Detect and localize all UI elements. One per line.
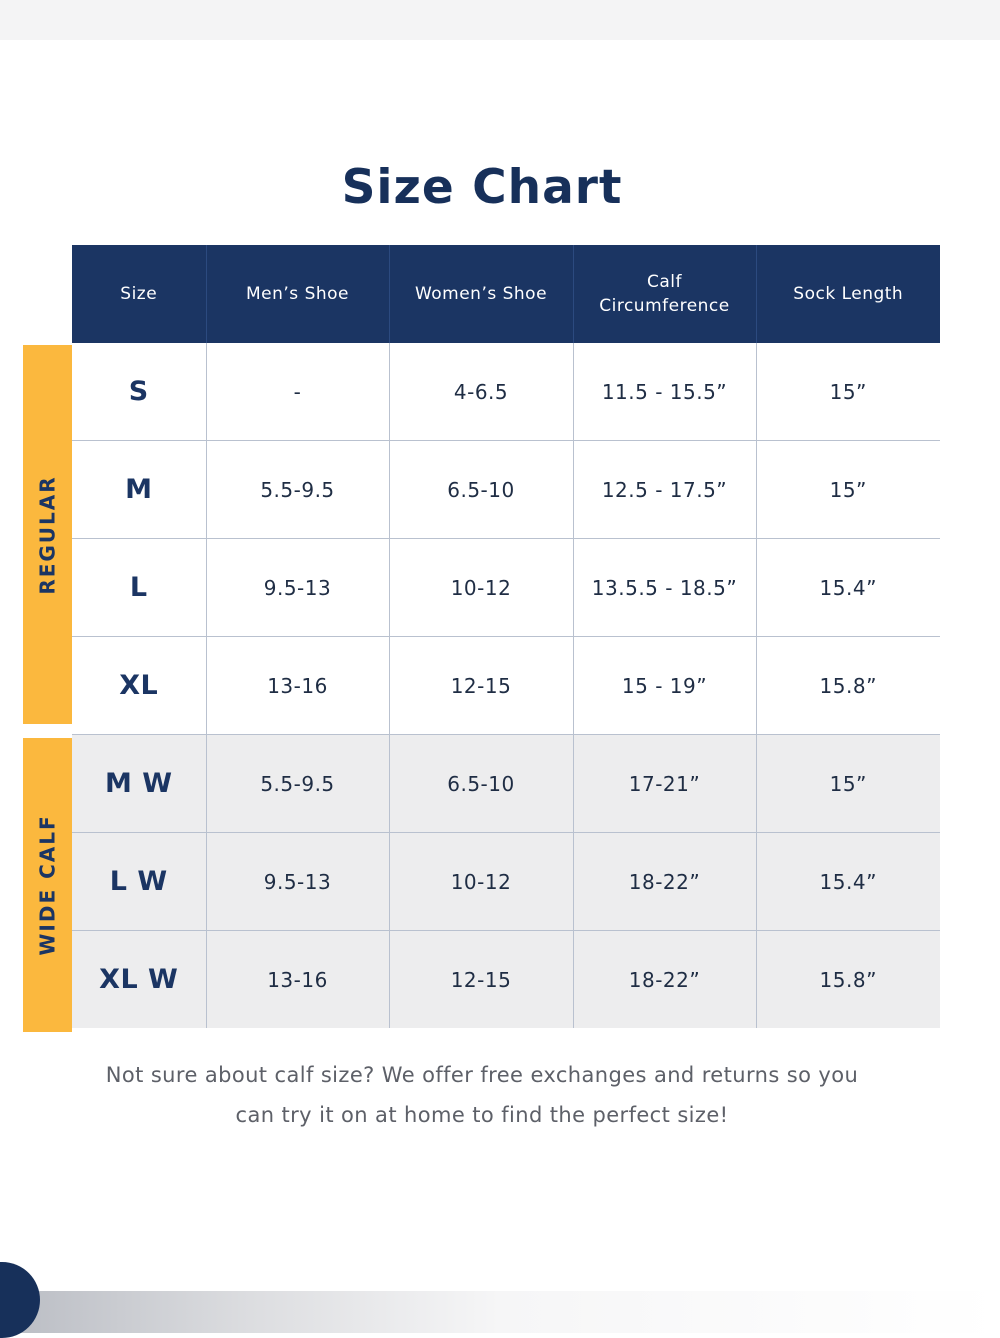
table-row: M W 5.5-9.5 6.5-10 17-21” 15”	[72, 734, 940, 833]
cell-mens-shoe: 5.5-9.5	[205, 734, 389, 833]
exchange-note: Not sure about calf size? We offer free …	[40, 1055, 924, 1135]
table-row: XL 13-16 12-15 15 - 19” 15.8”	[72, 636, 940, 735]
note-line-2: can try it on at home to find the perfec…	[235, 1103, 729, 1127]
cell-calf-circumference: 13.5.5 - 18.5”	[572, 538, 756, 637]
cell-mens-shoe: 9.5-13	[205, 538, 389, 637]
cell-calf-circumference: 17-21”	[572, 734, 756, 833]
regular-band-label: REGULAR	[35, 474, 60, 595]
header-calf-circumference: Calf Circumference	[572, 245, 756, 343]
cell-womens-shoe: 4-6.5	[388, 343, 573, 441]
cell-womens-shoe: 12-15	[388, 636, 573, 735]
size-rows: S -4-6.5 11.5 - 15.5” 15” M 5.5-9.5 6.5-10 12.5…	[72, 343, 940, 1028]
cell-size: XL	[72, 636, 206, 735]
cell-sock-length: 15”	[755, 343, 940, 441]
cell-size: L W	[72, 832, 206, 931]
wide-calf-band-label: WIDE CALF	[35, 814, 60, 956]
cell-size: M	[72, 440, 206, 539]
table-row: S -4-6.5 11.5 - 15.5” 15”	[72, 343, 940, 441]
cell-mens-shoe: 5.5-9.5	[205, 440, 389, 539]
cell-sock-length: 15.8”	[755, 636, 940, 735]
header-size: Size	[72, 245, 206, 343]
size-table: Size Men’s Shoe Women’s Shoe Calf Circum…	[72, 245, 940, 1028]
top-strip	[0, 0, 1000, 40]
cell-calf-circumference: 11.5 - 15.5”	[572, 343, 756, 441]
table-row: XL W 13-16 12-15 18-22” 15.8”	[72, 930, 940, 1028]
cell-womens-shoe: 10-12	[388, 538, 573, 637]
cell-mens-shoe: -	[205, 343, 389, 441]
header-mens-shoe: Men’s Shoe	[205, 245, 389, 343]
cell-womens-shoe: 6.5-10	[388, 440, 573, 539]
table-row: L W 9.5-13 10-12 18-22” 15.4”	[72, 832, 940, 931]
cell-mens-shoe: 9.5-13	[205, 832, 389, 931]
header-row: Size Men’s Shoe Women’s Shoe Calf Circum…	[72, 245, 940, 343]
cell-size: L	[72, 538, 206, 637]
cell-calf-circumference: 18-22”	[572, 930, 756, 1028]
cell-calf-circumference: 15 - 19”	[572, 636, 756, 735]
cell-womens-shoe: 12-15	[388, 930, 573, 1028]
regular-band: REGULAR	[23, 345, 72, 724]
cell-mens-shoe: 13-16	[205, 636, 389, 735]
header-womens-shoe: Women’s Shoe	[388, 245, 573, 343]
table-row: M 5.5-9.5 6.5-10 12.5 - 17.5” 15”	[72, 440, 940, 539]
cell-size: XL W	[72, 930, 206, 1028]
cell-mens-shoe: 13-16	[205, 930, 389, 1028]
cell-sock-length: 15”	[755, 440, 940, 539]
table-row: L 9.5-13 10-12 13.5.5 - 18.5” 15.4”	[72, 538, 940, 637]
cell-sock-length: 15.8”	[755, 930, 940, 1028]
cell-size: S	[72, 343, 206, 441]
cell-sock-length: 15”	[755, 734, 940, 833]
cell-sock-length: 15.4”	[755, 538, 940, 637]
cell-sock-length: 15.4”	[755, 832, 940, 931]
page-title: Size Chart	[341, 160, 623, 215]
cell-womens-shoe: 6.5-10	[388, 734, 573, 833]
cell-size: M W	[72, 734, 206, 833]
cell-womens-shoe: 10-12	[388, 832, 573, 931]
cell-calf-circumference: 12.5 - 17.5”	[572, 440, 756, 539]
bottom-strip	[0, 1291, 1000, 1333]
header-sock-length: Sock Length	[755, 245, 940, 343]
cell-calf-circumference: 18-22”	[572, 832, 756, 931]
note-line-1: Not sure about calf size? We offer free …	[105, 1063, 859, 1087]
wide-calf-band: WIDE CALF	[23, 738, 72, 1032]
